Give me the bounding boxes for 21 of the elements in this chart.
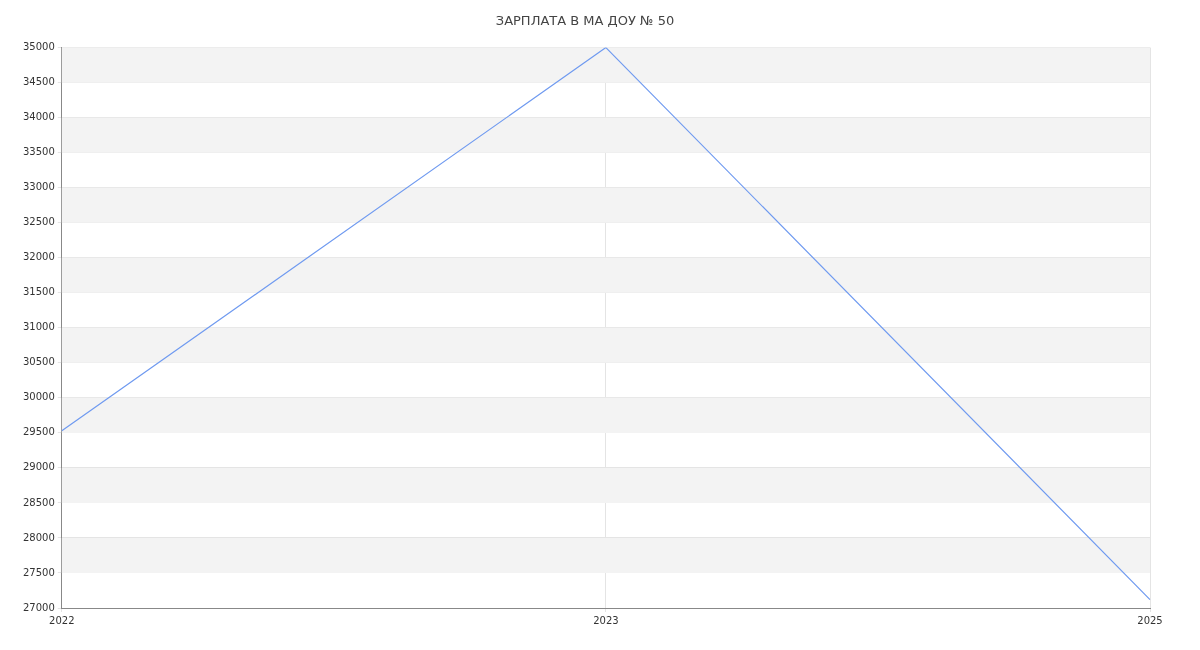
y-tick-label: 34500 (23, 76, 55, 88)
x-tick-label: 2023 (593, 614, 619, 626)
y-tick-label: 35000 (23, 41, 55, 53)
y-tick-label: 29500 (23, 426, 55, 438)
x-tick-label: 2025 (1137, 614, 1163, 626)
y-tick-label: 27500 (23, 566, 55, 578)
y-tick-label: 29000 (23, 461, 55, 473)
y-tick-label: 33500 (23, 146, 55, 158)
y-tick-label: 30500 (23, 356, 55, 368)
y-tick-label: 28500 (23, 496, 55, 508)
y-tick-label: 27000 (23, 601, 55, 613)
y-tick-label: 30000 (23, 391, 55, 403)
y-tick-label: 32500 (23, 216, 55, 228)
x-tick-label: 2022 (49, 614, 75, 626)
y-tick-label: 33000 (23, 181, 55, 193)
chart-title: ЗАРПЛАТА В МА ДОУ № 50 (495, 13, 675, 29)
y-tick-label: 28000 (23, 531, 55, 543)
y-tick-label: 34000 (23, 111, 55, 123)
y-tick-label: 32000 (23, 251, 55, 263)
y-tick-label: 31500 (23, 286, 55, 298)
y-tick-label: 31000 (23, 321, 55, 333)
